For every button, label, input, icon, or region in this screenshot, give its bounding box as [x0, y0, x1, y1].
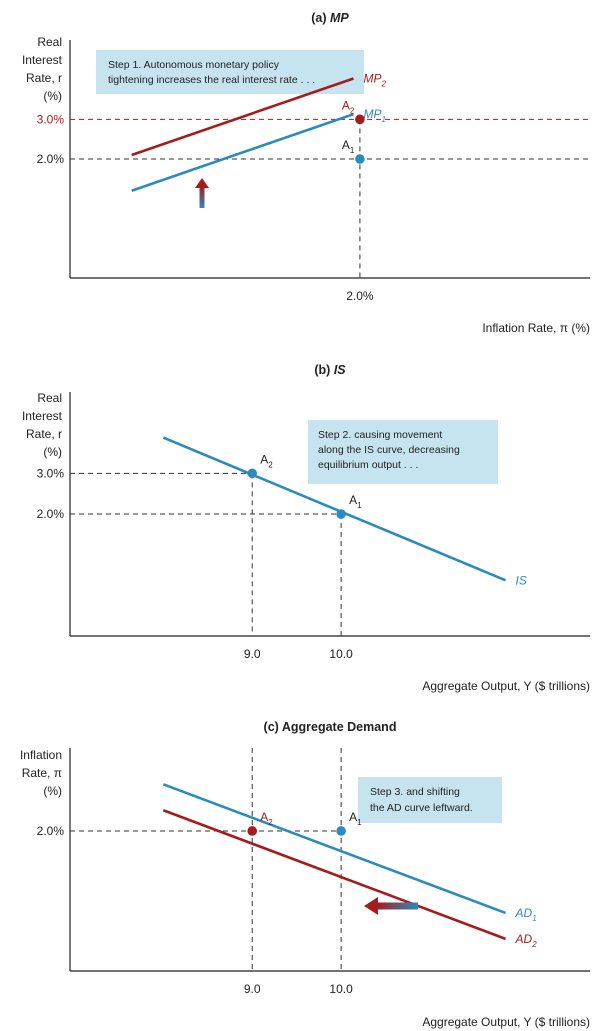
ylabel-line: (%): [43, 445, 62, 459]
ylabel-line: Interest: [22, 53, 63, 67]
annotation-box: [358, 777, 502, 823]
equilibrium-point: [247, 468, 258, 479]
panel-a-title: (a) MP: [311, 11, 349, 25]
equilibrium-point: [355, 114, 365, 125]
x-tick-label: 10.0: [329, 647, 353, 661]
series-line: [131, 77, 354, 157]
point-label: A2: [260, 810, 273, 827]
y-tick-label: 3.0%: [37, 112, 65, 126]
x-axis-label: Aggregate Output, Y ($ trillions): [422, 679, 590, 693]
point-label: A2: [260, 452, 273, 469]
equilibrium-point: [336, 826, 346, 836]
ylabel-line: Rate, r: [26, 71, 62, 85]
y-tick-label: 2.0%: [37, 824, 65, 838]
panel-c-ylabel: Inflation Rate, π (%): [20, 748, 62, 798]
series-line: [162, 436, 507, 582]
annotation-box: [96, 50, 364, 94]
x-tick-label: 2.0%: [346, 289, 374, 303]
series-line: [162, 809, 507, 941]
ylabel-line: Rate, π: [22, 766, 62, 780]
ylabel-line: Inflation: [20, 748, 62, 762]
annotation-line: Step 1. Autonomous monetary policy: [108, 59, 280, 71]
y-tick-label: 3.0%: [37, 466, 65, 480]
series-label: MP1: [363, 107, 385, 124]
panel-is: (b) IS Real Interest Rate, r (%) Step 2.…: [22, 363, 590, 693]
annotation-box: [308, 420, 498, 484]
equilibrium-point: [247, 826, 258, 836]
series-label: AD1: [515, 906, 537, 923]
point-label: A2: [342, 98, 355, 115]
ylabel-line: Real: [37, 391, 62, 405]
y-tick-label: 2.0%: [37, 507, 65, 521]
shift-arrow-head: [364, 897, 378, 915]
point-label: A1: [342, 138, 355, 155]
shift-arrow-head: [195, 178, 209, 188]
panel-b-ylabel: Real Interest Rate, r (%): [22, 391, 63, 459]
ylabel-line: Interest: [22, 409, 63, 423]
plot-area: 3.0% 2.0% 2.0% MP1 MP2 A1 A2: [37, 40, 590, 303]
panel-b-title: (b) IS: [314, 363, 346, 377]
ylabel-line: Rate, r: [26, 427, 62, 441]
series-line: [131, 112, 354, 192]
ylabel-line: (%): [43, 89, 62, 103]
panel-c-title: (c) Aggregate Demand: [264, 720, 397, 734]
annotation-line: equilibrium output . . .: [318, 459, 418, 471]
annotation-line: Step 3. and shifting: [370, 786, 460, 798]
annotation-line: Step 2. causing movement: [318, 429, 442, 441]
shift-arrow-shaft: [376, 902, 418, 910]
equilibrium-point: [355, 154, 365, 164]
x-tick-label: 9.0: [244, 647, 261, 661]
series-label: AD2: [515, 932, 538, 949]
panel-a-ylabel: Real Interest Rate, r (%): [22, 35, 63, 103]
x-axis-label: Inflation Rate, π (%): [482, 321, 590, 335]
plot-area: 3.0% 2.0% 9.0 10.0 IS A2 A1: [37, 392, 590, 661]
x-axis-label: Aggregate Output, Y ($ trillions): [422, 1015, 590, 1029]
ylabel-line: Real: [37, 35, 62, 49]
equilibrium-point: [336, 509, 346, 519]
point-label: A1: [349, 810, 362, 827]
series-label: MP2: [363, 71, 386, 88]
shift-arrow-shaft: [199, 186, 205, 208]
panel-ad: (c) Aggregate Demand Inflation Rate, π (…: [20, 720, 590, 1029]
point-label: A1: [349, 493, 362, 510]
plot-area: 2.0% 9.0 10.0 AD1 AD2 A2 A1: [37, 748, 590, 996]
series-line: [162, 783, 507, 915]
annotation-line: tightening increases the real interest r…: [108, 74, 315, 86]
y-tick-label: 2.0%: [37, 152, 65, 166]
x-tick-label: 9.0: [244, 982, 261, 996]
annotation-line: along the IS curve, decreasing: [318, 444, 460, 456]
series-label: IS: [516, 573, 527, 587]
ylabel-line: (%): [43, 784, 62, 798]
annotation-line: the AD curve leftward.: [370, 802, 473, 814]
panel-mp: (a) MP Real Interest Rate, r (%) Step 1.…: [22, 11, 590, 335]
x-tick-label: 10.0: [329, 982, 353, 996]
